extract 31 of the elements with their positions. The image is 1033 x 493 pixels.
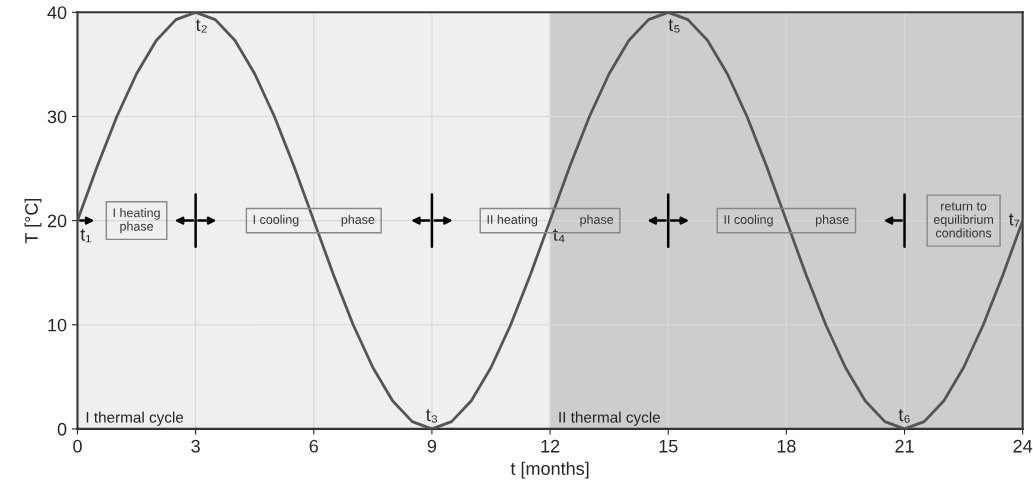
- y-tick-label: 0: [57, 422, 67, 436]
- annotation: I cooling phase: [253, 214, 375, 227]
- x-axis-title: t [months]: [510, 461, 589, 479]
- x-tick-label: 21: [895, 439, 914, 453]
- annotation: t₇: [1008, 213, 1020, 227]
- y-axis-title: T [°C]: [24, 198, 42, 244]
- y-tick-label: 10: [48, 318, 67, 332]
- annotation: t₅: [668, 19, 680, 33]
- annotation: t₁: [80, 228, 91, 243]
- annotation: t₄: [553, 228, 565, 243]
- x-tick-label: 0: [73, 439, 82, 453]
- annotation: return to equilibrium conditions: [933, 202, 993, 238]
- y-tick-label: 40: [47, 6, 67, 20]
- annotation: t₆: [898, 409, 910, 423]
- x-tick-label: 3: [191, 439, 200, 453]
- x-tick-label: 9: [427, 439, 437, 453]
- x-tick-label: 18: [777, 439, 796, 453]
- x-tick-label: 12: [541, 439, 560, 453]
- x-tick-label: 15: [659, 439, 678, 453]
- annotation: t₃: [426, 409, 438, 423]
- annotation: I heating phase: [113, 208, 160, 234]
- y-tick-label: 30: [47, 110, 67, 124]
- y-tick-label: 20: [47, 214, 67, 228]
- band-label: II thermal cycle: [559, 411, 660, 426]
- x-tick-label: 6: [309, 439, 318, 453]
- annotation: II cooling phase: [724, 214, 849, 227]
- x-tick-label: 24: [1013, 439, 1033, 453]
- annotation: II heating phase: [487, 214, 614, 227]
- line-series: [77, 12, 1023, 429]
- annotation: t₂: [195, 19, 207, 33]
- band-label: I thermal cycle: [86, 411, 184, 426]
